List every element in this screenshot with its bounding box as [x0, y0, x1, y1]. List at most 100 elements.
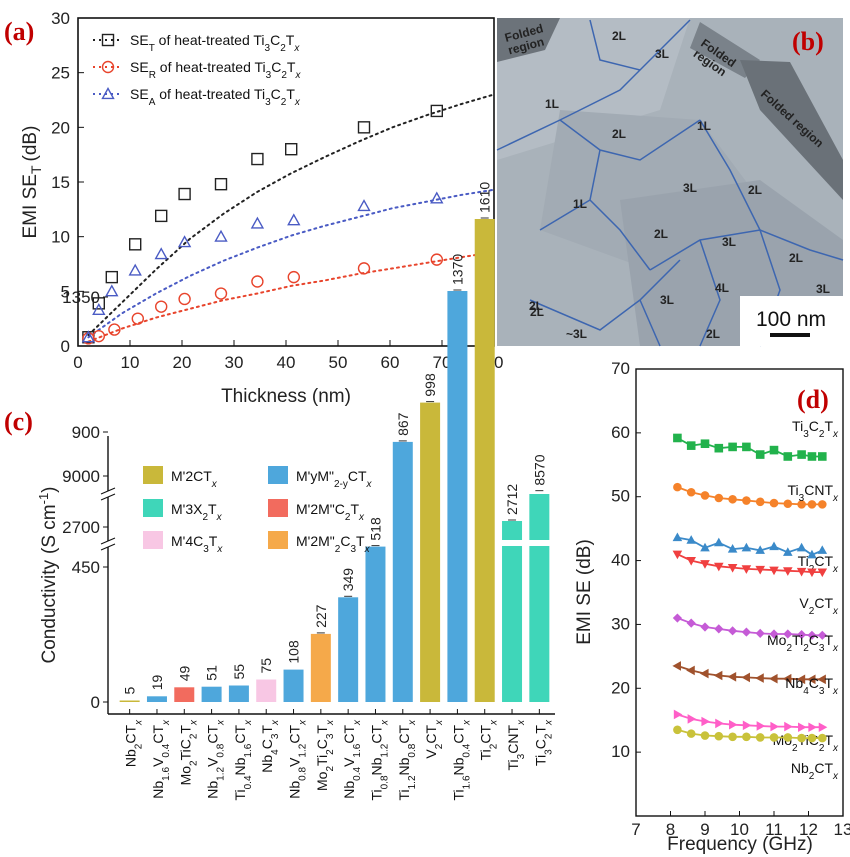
data-point — [357, 199, 371, 212]
data-point — [807, 568, 817, 578]
data-point — [818, 452, 827, 461]
panel-a-label: (a) — [4, 17, 34, 46]
legend-label: SET of heat-treated Ti3C2Tx — [130, 32, 300, 54]
scale-bar-label: 100 nm — [756, 308, 826, 331]
data-point — [755, 545, 765, 554]
category-label: Mo2Ti2C3Tx — [314, 719, 336, 791]
y-tick-label: 60 — [611, 423, 630, 442]
legend-label: M'2CTx — [171, 468, 218, 490]
data-point — [672, 661, 681, 671]
data-point — [769, 498, 779, 508]
value-label: 1610 — [477, 182, 493, 213]
data-point — [672, 550, 683, 560]
category-label: V2CTx — [423, 719, 445, 759]
legend-swatch — [143, 531, 163, 549]
tem-label: 3L — [660, 293, 674, 307]
data-point — [672, 613, 682, 623]
data-point — [715, 718, 724, 729]
data-point — [796, 567, 807, 577]
bar — [228, 685, 249, 702]
x-tick-label: 10 — [730, 820, 749, 839]
data-point — [92, 297, 106, 310]
x-tick-label: 40 — [277, 353, 296, 372]
data-point — [741, 672, 750, 683]
data-point — [797, 450, 806, 459]
data-point — [154, 247, 168, 260]
y-tick-label: 450 — [72, 558, 100, 577]
y-tick-label: 10 — [611, 742, 630, 761]
x-tick-label: 0 — [73, 353, 82, 372]
series-label: Nb4C3Tx — [785, 675, 839, 697]
tem-label: 2L — [789, 251, 803, 265]
tem-label: 1L — [573, 197, 587, 211]
data-point — [755, 565, 765, 575]
data-point — [741, 565, 752, 574]
panel-b-label: (b) — [792, 27, 824, 56]
data-point — [81, 330, 96, 343]
data-point — [714, 443, 724, 453]
data-point — [797, 500, 806, 509]
data-point — [769, 541, 779, 551]
panel-a: (a) 01020304050607080051015202530 SET of… — [4, 9, 503, 407]
data-point — [798, 722, 807, 733]
data-point — [673, 709, 683, 720]
tem-label: 3L — [683, 181, 697, 195]
scale-bar-box — [740, 296, 843, 346]
data-point — [755, 733, 765, 742]
x-tick-label: 30 — [225, 353, 244, 372]
plot-c-axes: 0 450 900 1350 2700 9000 — [62, 288, 555, 715]
y-tick-label: 15 — [51, 173, 70, 192]
tem-flake-region — [497, 18, 690, 160]
y-tick-label: 0 — [91, 693, 100, 712]
value-label: 1370 — [449, 254, 465, 285]
axis-break-mark — [100, 543, 116, 551]
data-point — [817, 568, 828, 578]
legend-label: M'3X2Tx — [171, 501, 223, 523]
tem-label: 2L — [530, 305, 544, 319]
value-label: 8570 — [531, 454, 547, 485]
bar — [420, 402, 441, 702]
bar — [119, 700, 140, 702]
y-tick-label: 30 — [611, 614, 630, 633]
y-tick-label: 20 — [51, 118, 70, 137]
value-label: 49 — [176, 666, 192, 682]
data-point — [686, 665, 695, 676]
data-point — [700, 560, 710, 569]
data-point — [817, 545, 828, 554]
tem-label: 1L — [545, 97, 559, 111]
y-tick-label: 2700 — [62, 518, 100, 537]
value-label: 867 — [395, 412, 411, 436]
bar-break — [501, 540, 524, 546]
axis-break-mark — [100, 537, 116, 545]
data-point — [128, 238, 142, 251]
data-point — [178, 187, 191, 201]
category-label: Nb4C3Tx — [259, 719, 281, 773]
legend-swatch — [268, 531, 288, 549]
data-point — [807, 630, 817, 640]
data-point — [783, 733, 793, 742]
data-point — [686, 729, 696, 738]
data-point — [818, 500, 827, 509]
data-point — [727, 544, 738, 553]
tem-label: ~3L — [566, 327, 587, 341]
tem-label: 2L — [612, 127, 626, 141]
category-label: Ti3CNTx — [505, 719, 527, 771]
plot-c-bars: 5 Nb2CTx 19 Nb1.6V0.4CTx 49 Mo2TiC2Tx 51 Nb1.2V… — [119, 182, 554, 801]
data-point — [808, 722, 817, 733]
data-point — [214, 287, 228, 300]
value-label: 19 — [149, 675, 165, 691]
data-point — [686, 556, 696, 566]
y-tick-label: 40 — [611, 551, 630, 570]
tem-label: 2L — [748, 183, 762, 197]
data-point — [108, 323, 121, 336]
data-point — [741, 627, 751, 637]
data-point — [700, 439, 710, 449]
axis-break — [102, 491, 114, 497]
category-label: Ti0.4Nb1.6CTx — [232, 719, 254, 801]
data-point — [251, 152, 264, 166]
tem-label: 2L — [612, 29, 626, 43]
category-label: Nb0.4V1.6CTx — [341, 719, 363, 799]
data-point — [250, 216, 265, 229]
category-label: Nb1.6V0.4CTx — [150, 719, 172, 799]
